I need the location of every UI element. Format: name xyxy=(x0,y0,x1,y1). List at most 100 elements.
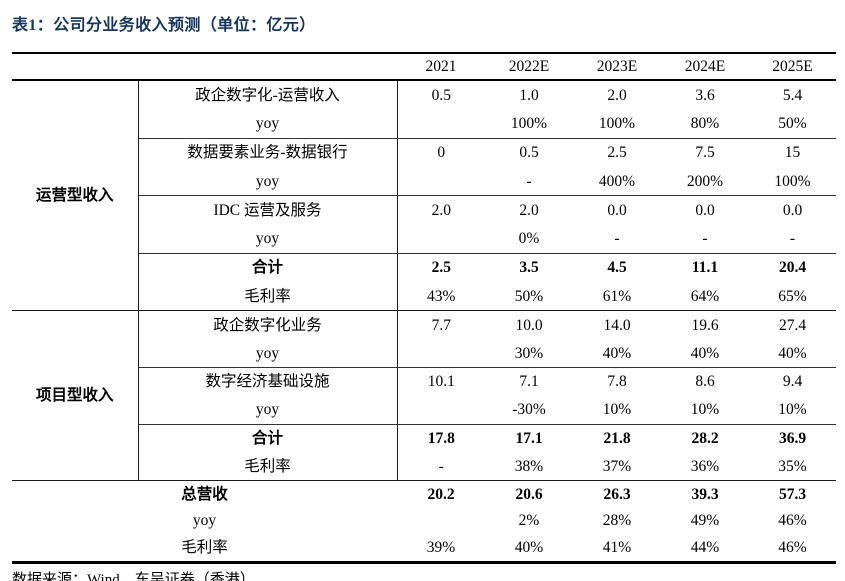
row-label: 数据要素业务-数据银行 xyxy=(187,144,348,162)
row-label: yoy xyxy=(138,109,397,139)
cell-value: 2.0 xyxy=(519,201,539,219)
table-row: 数据要素业务-数据银行 0 0.5 2.5 7.5 15 xyxy=(12,138,836,167)
cell-value: 7.1 xyxy=(519,373,539,391)
cell-value: 30% xyxy=(485,339,573,368)
cell-value: 20.2 xyxy=(427,485,455,503)
table-row: yoy -30% 10% 10% 10% xyxy=(12,395,836,425)
cell-value: 40% xyxy=(661,339,749,368)
cell-value: 2.0 xyxy=(396,195,485,225)
row-label: yoy xyxy=(138,395,397,425)
totals-row: 总营收 20.2 20.6 26.3 39.3 57.3 xyxy=(12,481,836,508)
cell-value: - xyxy=(396,452,485,482)
year-header: 2024E xyxy=(661,52,749,81)
totals-label: yoy xyxy=(192,512,217,530)
cell-value xyxy=(396,166,485,197)
cell-value: - xyxy=(661,224,749,254)
year-header: 2023E xyxy=(573,52,661,81)
cell-value: 46% xyxy=(749,534,836,564)
table-row: yoy 0% - - - xyxy=(12,224,836,254)
cell-value: 8.6 xyxy=(695,373,715,391)
cell-value: 1.0 xyxy=(519,86,539,104)
cell-value: 57.3 xyxy=(778,485,807,503)
row-label: 政企数字化业务 xyxy=(213,316,322,334)
cell-value: 3.5 xyxy=(519,259,539,277)
cell-value: 2.5 xyxy=(607,144,627,162)
year-header: 2025E xyxy=(749,52,836,81)
table-row: IDC 运营及服务 2.0 2.0 0.0 0.0 0.0 xyxy=(12,195,836,225)
cell-value: 15 xyxy=(784,144,801,162)
table-row: 项目型收入 政企数字化业务 7.7 10.0 14.0 19.6 27.4 xyxy=(12,310,836,482)
cell-value xyxy=(396,339,485,368)
cell-value: 44% xyxy=(661,534,749,564)
row-label: 毛利率 xyxy=(138,282,397,312)
cell-value: 0.0 xyxy=(607,201,627,219)
cell-value: 7.8 xyxy=(607,373,627,391)
cell-value: 0.5 xyxy=(396,80,485,110)
table-row: 毛利率 43% 50% 61% 64% 65% xyxy=(12,282,836,312)
cell-value: 17.8 xyxy=(396,424,485,453)
cell-value: 0.0 xyxy=(782,201,803,219)
table-row: 运营型收入 政企数字化-运营收入 0.5 1.0 2.0 3.6 5.4 xyxy=(12,80,836,312)
group-label: 运营型收入 xyxy=(12,80,139,312)
cell-value xyxy=(396,395,485,425)
cell-value: 10% xyxy=(573,395,661,425)
cell-value: - xyxy=(485,166,573,197)
totals-row: 毛利率 39% 40% 41% 44% 46% xyxy=(12,534,836,564)
revenue-forecast-table: 2021 2022E 2023E 2024E 2025E 运营型收入 政企数字化-运营收入… xyxy=(12,52,836,564)
cell-value: 5.4 xyxy=(782,86,803,104)
row-label: 政企数字化-运营收入 xyxy=(195,86,340,104)
cell-value: 28.2 xyxy=(691,429,719,447)
row-label: 数字经济基础设施 xyxy=(205,373,330,391)
cell-value: 49% xyxy=(690,512,720,530)
row-label: 合计 xyxy=(251,259,283,277)
row-label: 合计 xyxy=(251,429,283,447)
cell-value: 65% xyxy=(749,282,836,312)
cell-value xyxy=(397,508,485,535)
cell-value: 80% xyxy=(661,109,749,139)
row-label: yoy xyxy=(138,166,397,197)
cell-value: 0% xyxy=(485,224,573,254)
row-label: IDC 运营及服务 xyxy=(213,201,322,219)
cell-value xyxy=(396,224,485,254)
year-header: 2021 xyxy=(397,52,485,81)
cell-value: 17.1 xyxy=(515,429,543,447)
cell-value: 10.1 xyxy=(396,367,485,396)
group-label: 项目型收入 xyxy=(12,310,139,482)
cell-value: 21.8 xyxy=(603,429,631,447)
cell-value: 200% xyxy=(661,166,749,197)
cell-value: 4.5 xyxy=(607,259,627,277)
source-note: 数据来源：Wind，东吴证券（香港） xyxy=(12,572,255,581)
cell-value: 40% xyxy=(749,339,836,368)
cell-value: 64% xyxy=(661,282,749,312)
cell-value: 0 xyxy=(396,138,485,167)
cell-value: 11.1 xyxy=(691,259,719,277)
totals-label: 毛利率 xyxy=(12,534,397,564)
cell-value: 3.6 xyxy=(695,86,715,104)
cell-value: 40% xyxy=(485,534,573,564)
table-row: yoy 30% 40% 40% 40% xyxy=(12,339,836,368)
cell-value: 61% xyxy=(573,282,661,312)
cell-value: 7.7 xyxy=(396,310,485,340)
table-row: 合计 17.8 17.1 21.8 28.2 36.9 xyxy=(12,424,836,453)
cell-value: 27.4 xyxy=(778,316,807,334)
cell-value: 40% xyxy=(573,339,661,368)
cell-value: 100% xyxy=(749,166,836,197)
cell-value: 10.0 xyxy=(515,316,543,334)
cell-value: 10% xyxy=(661,395,749,425)
table-title: 表1：公司分业务收入预测（单位：亿元） xyxy=(12,17,316,34)
cell-value: 36% xyxy=(661,452,749,482)
cell-value: 2.5 xyxy=(396,253,485,283)
cell-value: 50% xyxy=(485,282,573,312)
row-label: 毛利率 xyxy=(138,452,397,482)
cell-value: 0.5 xyxy=(519,144,539,162)
cell-value: 7.5 xyxy=(695,144,715,162)
cell-value: 28% xyxy=(602,512,632,530)
cell-value: 39% xyxy=(397,534,485,564)
cell-value: 14.0 xyxy=(603,316,631,334)
totals-row: yoy 2% 28% 49% 46% xyxy=(12,508,836,535)
cell-value xyxy=(396,109,485,139)
cell-value: 100% xyxy=(485,109,573,139)
cell-value: 41% xyxy=(573,534,661,564)
cell-value: 20.4 xyxy=(778,259,807,277)
